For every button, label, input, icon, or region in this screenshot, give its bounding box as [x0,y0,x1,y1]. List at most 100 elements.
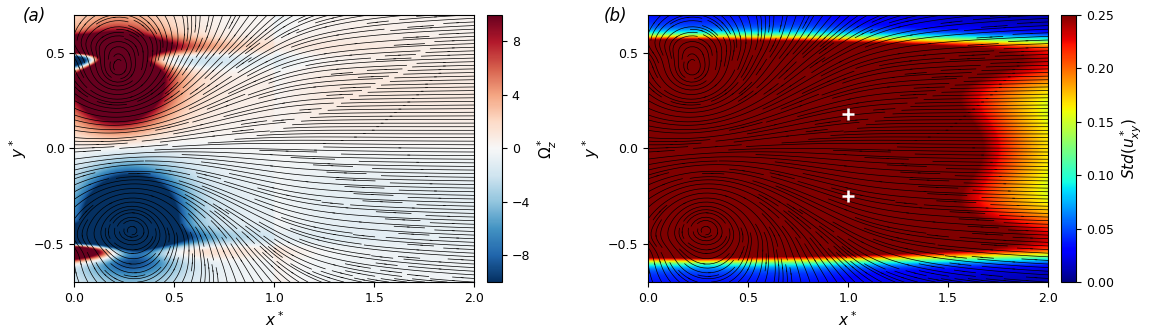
FancyArrowPatch shape [340,273,342,274]
FancyArrowPatch shape [932,273,934,274]
FancyArrowPatch shape [137,30,139,31]
FancyArrowPatch shape [274,248,276,249]
FancyArrowPatch shape [265,29,266,31]
FancyArrowPatch shape [170,96,173,97]
FancyArrowPatch shape [770,89,771,90]
FancyArrowPatch shape [744,96,746,97]
FancyArrowPatch shape [250,37,251,39]
FancyArrowPatch shape [672,26,674,27]
FancyArrowPatch shape [271,209,273,210]
FancyArrowPatch shape [287,195,289,196]
FancyArrowPatch shape [820,36,821,37]
FancyArrowPatch shape [659,211,660,212]
FancyArrowPatch shape [215,86,218,87]
FancyArrowPatch shape [840,61,841,62]
FancyArrowPatch shape [902,277,903,278]
FancyArrowPatch shape [725,90,726,91]
FancyArrowPatch shape [683,203,685,204]
FancyArrowPatch shape [742,127,744,128]
FancyArrowPatch shape [341,277,343,278]
FancyArrowPatch shape [676,37,677,38]
FancyArrowPatch shape [799,101,802,102]
FancyArrowPatch shape [195,209,196,210]
FancyArrowPatch shape [207,85,210,86]
FancyArrowPatch shape [158,93,160,94]
Y-axis label: $\Omega_z^*$: $\Omega_z^*$ [536,138,559,159]
FancyArrowPatch shape [274,251,275,252]
FancyArrowPatch shape [245,36,248,37]
FancyArrowPatch shape [914,273,916,274]
FancyArrowPatch shape [862,33,864,34]
FancyArrowPatch shape [170,88,172,89]
Text: (a): (a) [22,7,46,25]
FancyArrowPatch shape [766,198,767,199]
FancyArrowPatch shape [103,37,104,38]
FancyArrowPatch shape [288,33,290,34]
FancyArrowPatch shape [83,175,85,176]
FancyArrowPatch shape [168,127,170,128]
FancyArrowPatch shape [689,278,690,279]
FancyArrowPatch shape [283,26,285,27]
FancyArrowPatch shape [825,48,826,49]
FancyArrowPatch shape [865,272,866,273]
FancyArrowPatch shape [212,70,214,72]
FancyArrowPatch shape [848,251,849,252]
FancyArrowPatch shape [105,274,106,276]
FancyArrowPatch shape [741,94,743,95]
Text: (b): (b) [604,7,628,25]
FancyArrowPatch shape [308,273,310,274]
FancyArrowPatch shape [755,93,757,94]
FancyArrowPatch shape [733,93,734,94]
FancyArrowPatch shape [328,277,329,278]
FancyArrowPatch shape [879,18,881,19]
FancyArrowPatch shape [857,26,858,27]
FancyArrowPatch shape [715,85,717,86]
FancyArrowPatch shape [114,278,116,279]
FancyArrowPatch shape [251,48,252,49]
FancyArrowPatch shape [726,196,727,197]
FancyArrowPatch shape [816,219,817,220]
FancyArrowPatch shape [844,209,847,210]
FancyArrowPatch shape [757,197,759,198]
FancyArrowPatch shape [291,255,294,256]
X-axis label: $x^*$: $x^*$ [839,310,858,329]
FancyArrowPatch shape [846,265,847,267]
FancyArrowPatch shape [151,90,152,91]
FancyArrowPatch shape [191,198,194,199]
FancyArrowPatch shape [376,280,378,281]
FancyArrowPatch shape [242,63,243,64]
FancyArrowPatch shape [253,81,256,82]
FancyArrowPatch shape [768,209,770,210]
FancyArrowPatch shape [170,198,172,199]
FancyArrowPatch shape [109,203,112,204]
FancyArrowPatch shape [142,85,143,86]
FancyArrowPatch shape [744,88,745,89]
FancyArrowPatch shape [824,46,825,47]
FancyArrowPatch shape [291,272,293,273]
FancyArrowPatch shape [657,175,659,176]
FancyArrowPatch shape [305,18,308,19]
FancyArrowPatch shape [907,234,909,235]
FancyArrowPatch shape [183,197,185,198]
FancyArrowPatch shape [787,70,788,72]
FancyArrowPatch shape [653,91,654,92]
FancyArrowPatch shape [288,242,289,243]
FancyArrowPatch shape [279,267,280,268]
FancyArrowPatch shape [881,273,884,274]
FancyArrowPatch shape [247,236,249,238]
FancyArrowPatch shape [226,101,228,102]
FancyArrowPatch shape [205,201,206,202]
FancyArrowPatch shape [797,217,798,218]
Y-axis label: $y^*$: $y^*$ [7,139,29,158]
FancyArrowPatch shape [333,234,335,235]
FancyArrowPatch shape [715,25,718,26]
FancyArrowPatch shape [861,195,863,196]
FancyArrowPatch shape [181,93,183,94]
FancyArrowPatch shape [242,219,243,220]
FancyArrowPatch shape [332,21,334,22]
FancyArrowPatch shape [250,46,251,47]
FancyArrowPatch shape [167,94,169,95]
FancyArrowPatch shape [79,91,81,92]
FancyArrowPatch shape [142,25,144,26]
FancyArrowPatch shape [839,29,841,31]
